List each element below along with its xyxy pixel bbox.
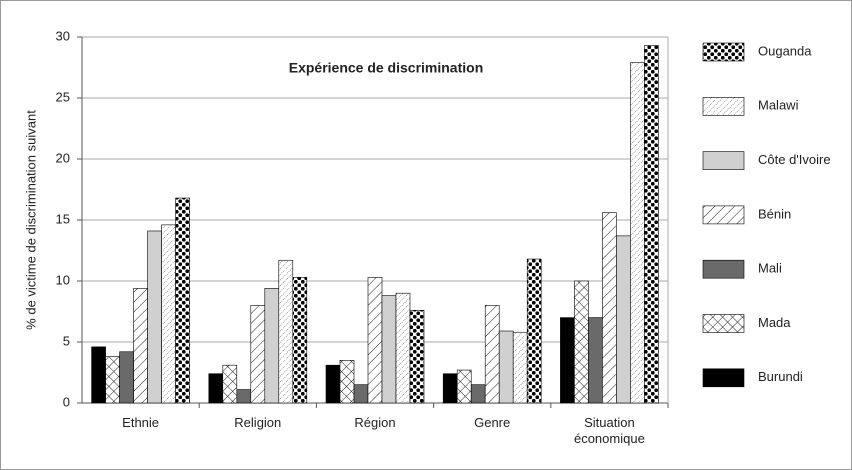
bar <box>395 292 411 404</box>
bar <box>409 309 425 404</box>
bar <box>278 259 294 404</box>
legend-swatch <box>702 259 745 279</box>
legend-swatch <box>702 97 745 116</box>
legend-label: Burundi <box>758 369 803 384</box>
bar <box>574 280 589 404</box>
bar <box>560 317 575 404</box>
bar <box>325 364 341 404</box>
bar <box>264 288 280 404</box>
legend-label: Mada <box>758 315 791 330</box>
x-tick-label: Ethnie <box>122 415 160 430</box>
bar <box>588 317 603 404</box>
x-tick-label: Région <box>354 415 396 430</box>
legend-swatch <box>702 42 745 62</box>
y-tick-label: 0 <box>63 394 70 409</box>
legend-label: Malawi <box>758 98 799 113</box>
bar <box>644 45 659 404</box>
legend-swatch <box>702 151 745 170</box>
bar <box>222 364 238 404</box>
bar <box>456 369 472 404</box>
bar <box>512 331 528 404</box>
bar <box>208 373 224 404</box>
bar <box>470 384 486 404</box>
bar <box>236 389 252 404</box>
chart-title: Expérience de discrimination <box>289 60 484 76</box>
y-tick-label: 15 <box>56 211 70 226</box>
legend-label: Ouganda <box>758 43 812 58</box>
x-tick-label: Religion <box>234 415 282 430</box>
bar <box>367 277 383 404</box>
bar <box>526 258 542 404</box>
bar <box>339 359 355 404</box>
bar <box>353 384 369 404</box>
legend-swatch <box>702 205 745 225</box>
bar <box>442 373 458 404</box>
y-tick-label: 25 <box>56 89 70 104</box>
legend-swatch <box>702 314 745 333</box>
y-tick-label: 20 <box>56 150 70 165</box>
bar <box>250 305 266 404</box>
bar <box>175 197 190 404</box>
bar <box>616 235 631 404</box>
bar <box>602 212 617 404</box>
bar <box>133 288 148 404</box>
legend-swatch <box>702 368 745 388</box>
bar <box>105 356 120 404</box>
y-tick-label: 30 <box>56 28 70 43</box>
bar <box>498 330 514 404</box>
legend-label: Bénin <box>758 206 791 221</box>
bar <box>292 277 308 404</box>
x-tick-label: Genre <box>474 415 511 430</box>
legend-label: Mali <box>758 261 782 276</box>
bar <box>91 346 106 404</box>
y-axis-label: % de victime de discrimination suivant <box>23 110 38 330</box>
bar <box>119 351 134 404</box>
legend-label: Côte d'Ivoire <box>758 152 831 167</box>
bar <box>630 62 645 404</box>
bar <box>147 230 162 404</box>
bar <box>161 224 176 404</box>
bar <box>381 295 397 404</box>
bar <box>484 305 500 404</box>
y-tick-label: 5 <box>63 333 70 348</box>
y-tick-label: 10 <box>56 272 70 287</box>
x-tick-label: Situation économique <box>573 415 645 446</box>
